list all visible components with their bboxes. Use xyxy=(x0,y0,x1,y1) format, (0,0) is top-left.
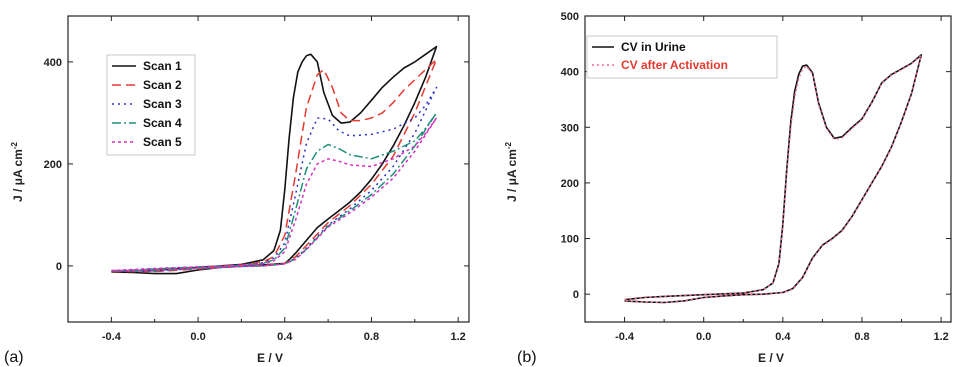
x-tick-label: 0.8 xyxy=(364,331,379,343)
series-line-1 xyxy=(624,54,923,304)
x-tick-label: -0.4 xyxy=(102,331,122,343)
x-tick-label: -0.4 xyxy=(615,331,635,343)
panel-a: -0.4 0.0 0.4 0.8 1.2 0 200 400 Scan 1 Scan 2 Scan … xyxy=(4,15,470,366)
legend-label: Scan 4 xyxy=(143,116,182,130)
y-tick-label: 200 xyxy=(561,178,579,190)
legend-label: Scan 2 xyxy=(143,78,182,92)
legend-label: Scan 3 xyxy=(143,97,182,111)
x-tick-label: 1.2 xyxy=(451,331,466,343)
y-axis-label-main: J / μA cm xyxy=(11,149,25,202)
y-tick-label: 0 xyxy=(56,261,62,273)
plot-frame xyxy=(584,15,952,323)
legend-label: CV after Activation xyxy=(621,58,728,72)
series-line-3 xyxy=(111,86,438,272)
series-line-5 xyxy=(111,117,438,272)
y-axis-label: J / μA cm-2 xyxy=(10,141,25,202)
legend-box xyxy=(586,35,778,79)
y-axis-label-main: J / μA cm xyxy=(505,149,519,202)
y-tick-label: 400 xyxy=(44,57,62,69)
x-tick-label: 0.4 xyxy=(277,331,293,343)
y-tick-label: 100 xyxy=(561,234,579,246)
y-tick-label: 500 xyxy=(561,11,579,23)
plot-frame xyxy=(67,15,470,323)
x-tick-label: 0.8 xyxy=(854,331,869,343)
x-axis-label: E / V xyxy=(758,351,784,365)
panel-label: (a) xyxy=(4,349,24,366)
y-tick-label: 400 xyxy=(561,67,579,79)
x-tick-label: 0.0 xyxy=(190,331,205,343)
y-tick-label: 200 xyxy=(44,159,62,171)
x-tick-label: 0.4 xyxy=(775,331,791,343)
panel-b: -0.4 0.0 0.4 0.8 1.2 0 100 200 300 400 500 CV in Ur… xyxy=(504,11,952,366)
x-tick-label: 1.2 xyxy=(933,331,948,343)
y-axis-label-exponent: -2 xyxy=(504,141,513,149)
series-line-2 xyxy=(624,54,923,304)
series-line-4 xyxy=(111,112,438,272)
x-tick-label: 0.0 xyxy=(696,331,711,343)
series-line-2 xyxy=(111,58,438,273)
legend-box xyxy=(106,54,196,156)
y-axis-label: J / μA cm-2 xyxy=(504,141,519,202)
x-axis-label: E / V xyxy=(257,351,283,365)
legend-label: Scan 5 xyxy=(143,135,182,149)
y-tick-label: 300 xyxy=(561,122,579,134)
legend-label: Scan 1 xyxy=(143,59,182,73)
panel-label: (b) xyxy=(517,349,537,366)
y-tick-label: 0 xyxy=(573,289,579,301)
y-axis-label-exponent: -2 xyxy=(10,141,19,149)
legend-label: CV in Urine xyxy=(621,40,686,54)
